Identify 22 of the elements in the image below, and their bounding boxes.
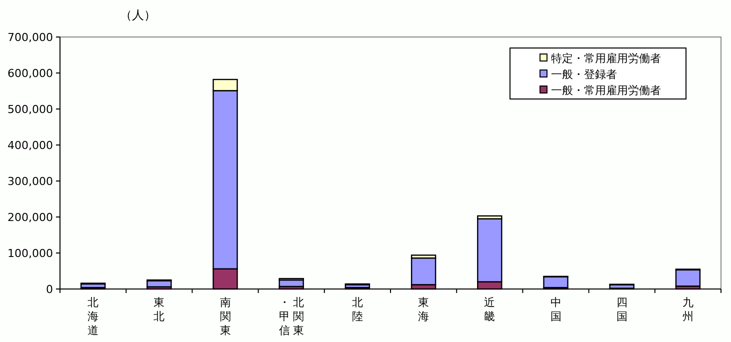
y-tick-label: 600,000: [8, 67, 53, 80]
x-tick-label: 中国: [550, 296, 562, 323]
x-tick-label: 九州: [682, 296, 694, 323]
x-tick-label: 四国: [616, 296, 628, 323]
legend-label: 一般・常用雇用労働者: [551, 84, 661, 97]
y-tick-label: 100,000: [8, 247, 53, 260]
y-tick-label: 500,000: [8, 103, 53, 116]
x-tick-label: 北陸: [352, 296, 363, 323]
x-tick-label: 東北: [154, 296, 165, 323]
legend-label: 特定・常用雇用労働者: [551, 52, 661, 65]
y-axis-title: （人）: [120, 8, 156, 22]
y-tick-label: 200,000: [8, 211, 53, 224]
y-tick-label: 300,000: [8, 175, 53, 188]
y-tick-label: 0: [46, 283, 53, 296]
y-tick-label: 400,000: [8, 139, 53, 152]
x-tick-label: 北海道: [88, 296, 99, 337]
y-tick-label: 700,000: [8, 31, 53, 44]
x-tick-label: 南関東: [220, 296, 231, 337]
category-label: 北関東・甲信: [278, 296, 304, 337]
x-tick-label: 近畿: [484, 296, 496, 323]
x-tick-label: 東海: [418, 296, 430, 323]
legend-label: 一般・登録者: [551, 68, 617, 81]
